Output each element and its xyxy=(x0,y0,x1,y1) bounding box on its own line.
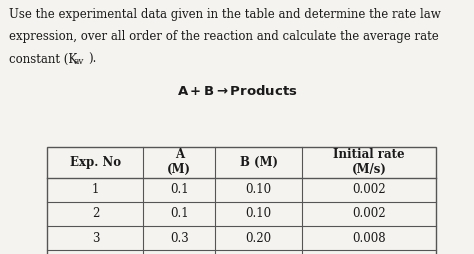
Text: av: av xyxy=(73,57,84,66)
Text: A: A xyxy=(175,148,184,162)
Text: 3: 3 xyxy=(91,232,99,245)
Text: constant (K: constant (K xyxy=(9,53,78,66)
Text: 0.10: 0.10 xyxy=(246,183,272,196)
Text: 0.10: 0.10 xyxy=(246,208,272,220)
Text: 0.002: 0.002 xyxy=(352,208,386,220)
Text: 0.1: 0.1 xyxy=(170,183,189,196)
Text: $\mathbf{A + B \rightarrow Products}$: $\mathbf{A + B \rightarrow Products}$ xyxy=(177,84,297,98)
Text: Exp. No: Exp. No xyxy=(70,156,121,169)
Text: expression, over all order of the reaction and calculate the average rate: expression, over all order of the reacti… xyxy=(9,30,439,43)
Text: 1: 1 xyxy=(91,183,99,196)
Text: B (M): B (M) xyxy=(239,156,278,169)
Text: ).: ). xyxy=(88,53,96,66)
Bar xyxy=(47,147,436,254)
Text: Use the experimental data given in the table and determine the rate law: Use the experimental data given in the t… xyxy=(9,8,441,21)
Text: (M): (M) xyxy=(167,163,191,176)
Text: 0.3: 0.3 xyxy=(170,232,189,245)
Text: 0.20: 0.20 xyxy=(246,232,272,245)
Text: 0.008: 0.008 xyxy=(352,232,386,245)
Text: 0.002: 0.002 xyxy=(352,183,386,196)
Text: (M/s): (M/s) xyxy=(351,163,386,176)
Text: 2: 2 xyxy=(91,208,99,220)
Text: Initial rate: Initial rate xyxy=(333,148,405,162)
Text: 0.1: 0.1 xyxy=(170,208,189,220)
